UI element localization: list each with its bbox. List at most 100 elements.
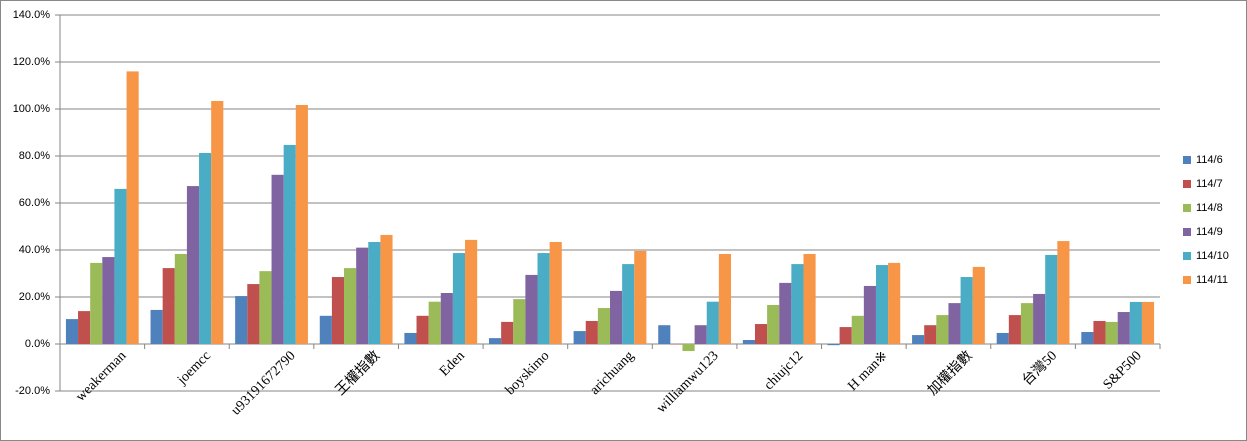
bar	[1008, 315, 1021, 344]
bar	[827, 344, 840, 346]
bar	[440, 293, 453, 344]
bar	[211, 101, 224, 344]
bar	[1129, 301, 1142, 344]
bar	[1093, 320, 1106, 344]
bar	[428, 301, 441, 344]
bar	[114, 188, 127, 344]
bar	[404, 332, 417, 344]
legend-label: 114/8	[1196, 202, 1223, 214]
y-tick-label: 120.0%	[13, 56, 51, 68]
bar	[283, 144, 296, 344]
legend-label: 114/6	[1196, 154, 1223, 166]
bar	[416, 315, 429, 344]
bar	[1081, 332, 1094, 344]
bar	[610, 290, 623, 344]
bar	[186, 186, 200, 344]
legend-swatch	[1183, 276, 1191, 284]
y-tick-label: 20.0%	[19, 291, 50, 303]
bar	[90, 262, 103, 344]
bar	[682, 344, 695, 352]
bar	[888, 262, 901, 344]
bar	[948, 303, 961, 344]
y-tick-label: 80.0%	[19, 150, 50, 162]
bar	[791, 264, 804, 344]
bar	[513, 299, 526, 344]
bar	[78, 311, 91, 344]
legend-swatch	[1183, 228, 1191, 236]
bar	[718, 253, 731, 344]
bar	[102, 257, 115, 344]
bar	[839, 327, 852, 344]
bar	[271, 174, 284, 344]
legend-label: 114/11	[1196, 274, 1228, 286]
bar	[996, 332, 1009, 344]
bar	[356, 247, 369, 344]
bar	[259, 271, 272, 344]
bar	[489, 338, 502, 344]
bar	[742, 340, 755, 344]
bar	[452, 253, 466, 344]
bar	[960, 277, 973, 344]
bar	[912, 335, 925, 344]
legend-swatch	[1183, 180, 1191, 188]
bar	[126, 71, 139, 345]
bar	[851, 315, 864, 344]
bar	[1105, 321, 1118, 344]
bar	[863, 285, 876, 344]
y-tick-label: 60.0%	[19, 197, 50, 209]
bar	[585, 320, 598, 344]
bar	[694, 325, 707, 344]
bar	[597, 308, 610, 344]
bar	[972, 266, 985, 344]
bar	[1045, 254, 1058, 344]
bar	[1020, 303, 1034, 344]
bar	[368, 242, 381, 344]
bar	[525, 274, 538, 344]
bar	[501, 321, 514, 344]
legend-label: 114/10	[1196, 250, 1229, 262]
bar	[344, 268, 357, 344]
y-tick-label: 100.0%	[13, 103, 51, 115]
bar	[1057, 241, 1070, 344]
bar	[779, 282, 792, 344]
bar	[465, 239, 478, 344]
bar	[150, 309, 163, 344]
bar	[1033, 293, 1046, 344]
legend-swatch	[1183, 156, 1191, 164]
legend-label: 114/9	[1196, 226, 1223, 238]
bar	[573, 331, 586, 344]
bar	[622, 264, 635, 344]
bar	[634, 250, 647, 344]
y-tick-label: 0.0%	[25, 338, 50, 350]
bar	[767, 304, 780, 344]
bar	[380, 234, 393, 344]
bar	[670, 344, 683, 345]
bar	[706, 301, 719, 344]
bar	[295, 105, 308, 344]
bar	[247, 284, 260, 344]
bar	[875, 265, 889, 344]
bar	[549, 242, 562, 344]
y-tick-label: -20.0%	[15, 385, 50, 397]
bar	[924, 325, 937, 344]
bar	[803, 253, 816, 344]
bar	[658, 325, 671, 344]
bar	[754, 324, 768, 344]
bar	[537, 253, 550, 344]
legend-swatch	[1183, 204, 1191, 212]
y-tick-label: 140.0%	[13, 9, 51, 21]
bar	[319, 315, 332, 344]
bar	[174, 253, 187, 344]
legend-label: 114/7	[1196, 178, 1223, 190]
bar	[199, 152, 212, 344]
bar	[936, 315, 949, 344]
bar	[235, 296, 248, 344]
bar	[331, 277, 345, 344]
y-tick-label: 40.0%	[19, 244, 50, 256]
bar	[162, 268, 175, 344]
bar	[1117, 312, 1130, 344]
bar	[65, 319, 79, 344]
bar	[1141, 301, 1155, 344]
